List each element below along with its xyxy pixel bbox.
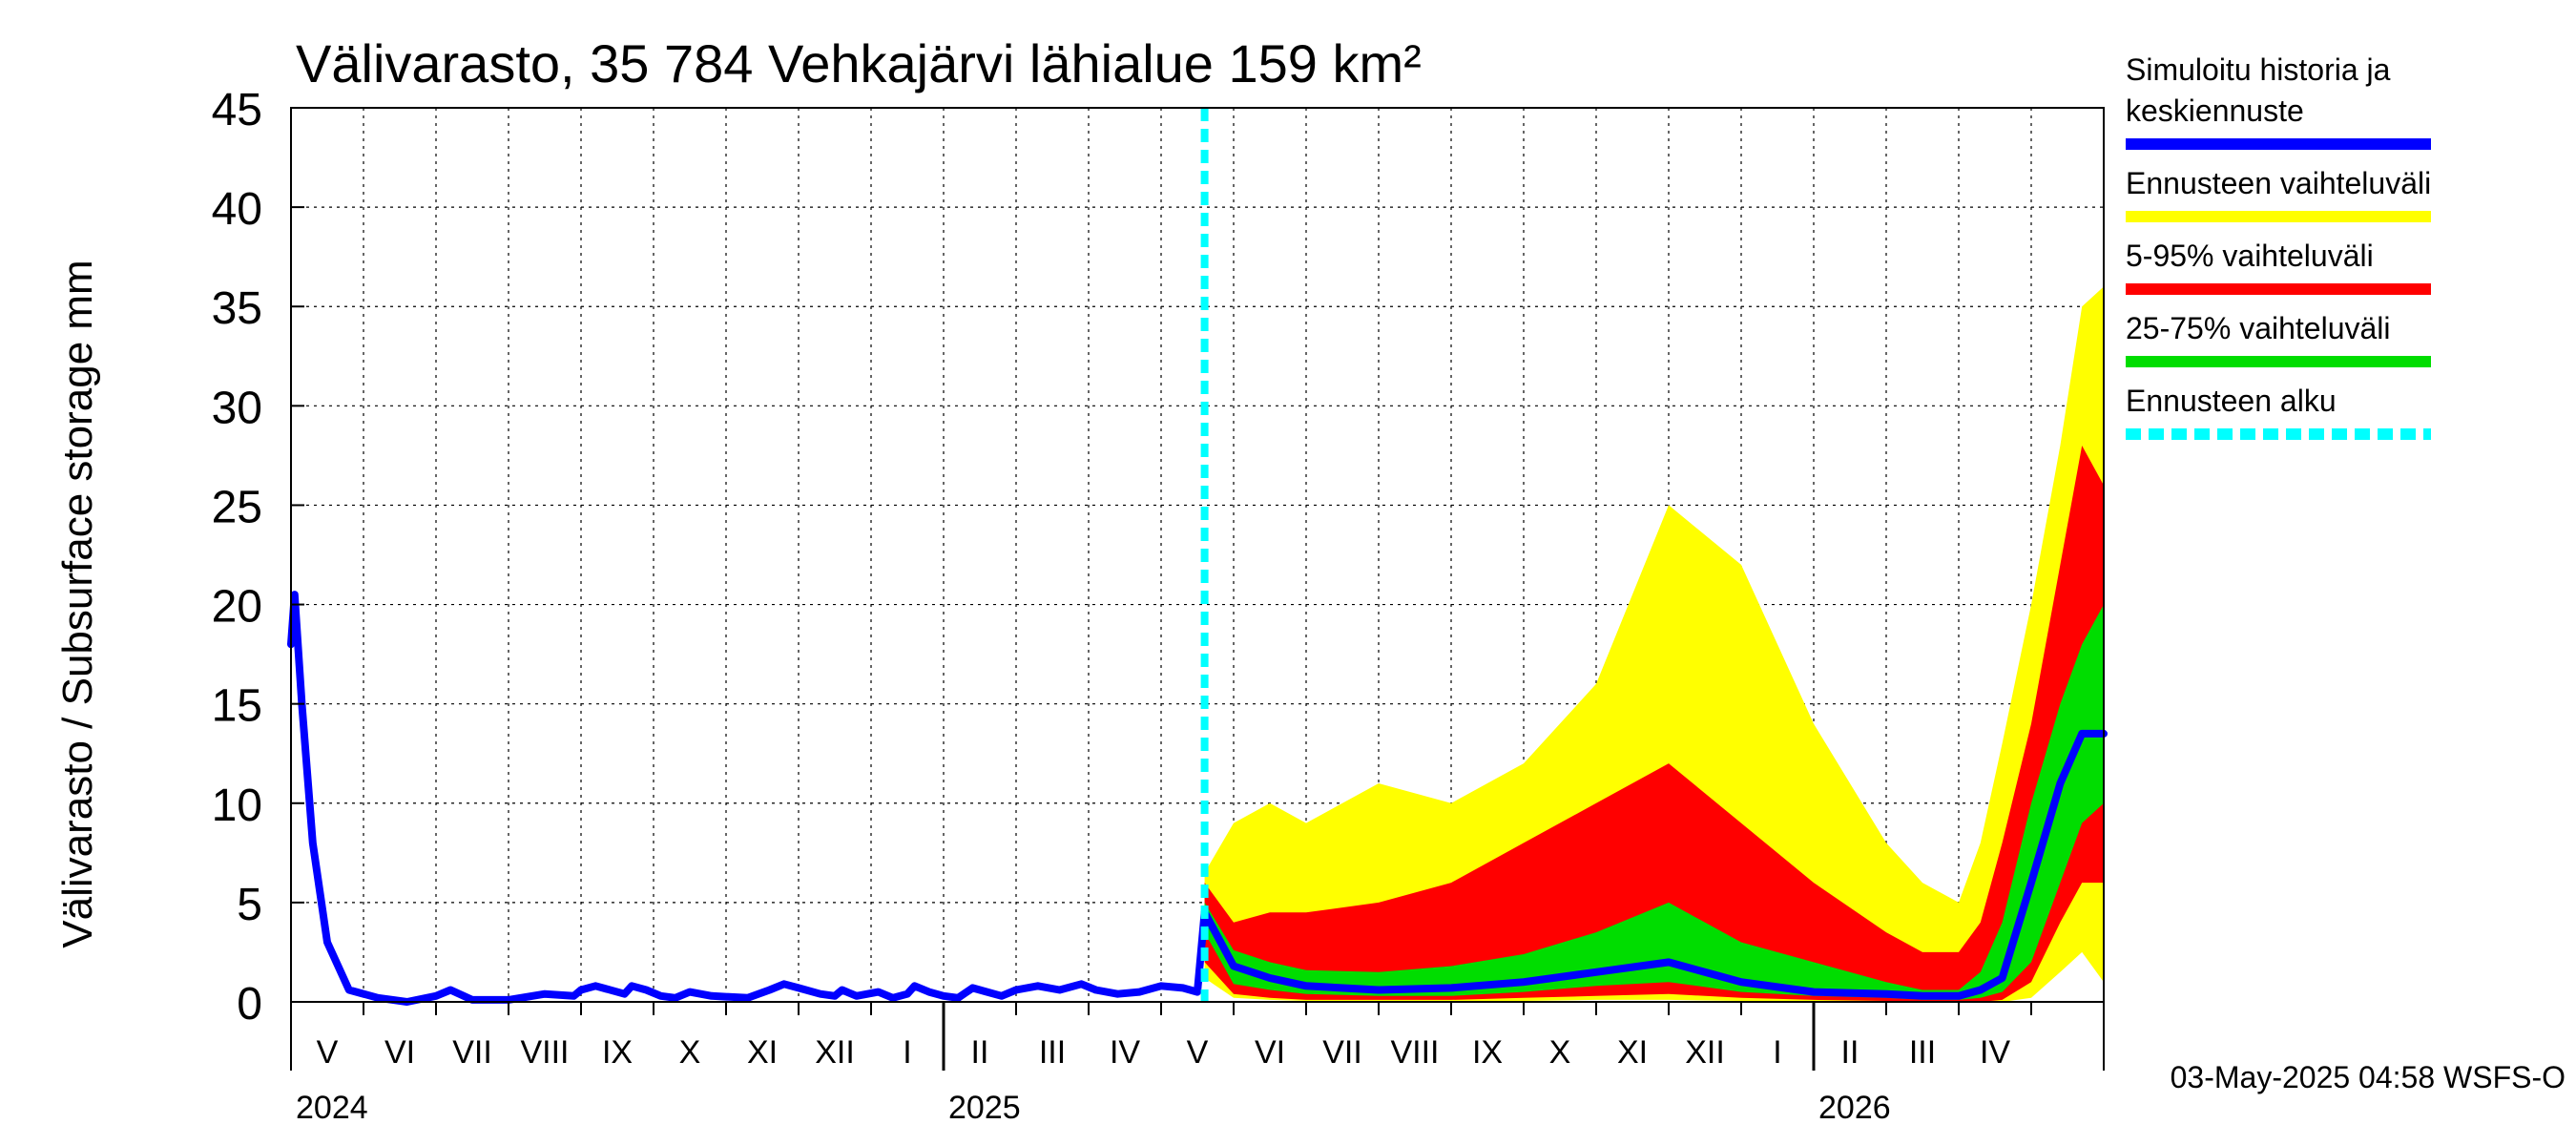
y-tick-label: 30: [212, 383, 262, 433]
legend: Simuloitu historia ja keskiennuste Ennuste…: [2126, 52, 2431, 440]
p25-75-band: [1204, 604, 2104, 1000]
range-band: [1204, 286, 2104, 1002]
history-line: [287, 591, 1209, 1006]
month-label: II: [971, 1034, 989, 1071]
month-label: IX: [1472, 1034, 1503, 1071]
legend-label-cont: keskiennuste: [2126, 94, 2304, 128]
x-ticks: V VI VII VIII IX X XI XII I II III IV V VI VII VIII IX X X…: [290, 1002, 2105, 1126]
y-tick-label: 35: [212, 283, 262, 334]
month-label: XII: [815, 1034, 855, 1071]
month-label: XII: [1685, 1034, 1725, 1071]
legend-label: Ennusteen alku: [2126, 384, 2337, 418]
y-tick-label: 15: [212, 681, 262, 732]
timestamp: 03-May-2025 04:58 WSFS-O: [2171, 1060, 2566, 1094]
month-label: III: [1909, 1034, 1936, 1071]
legend-item-range: Ennusteen vaihteluväli: [2126, 166, 2431, 222]
y-tick-label: 10: [212, 781, 262, 831]
legend-label: 5-95% vaihteluväli: [2126, 239, 2374, 273]
month-label: VIII: [1390, 1034, 1439, 1071]
y-tick-label: 5: [237, 880, 262, 930]
y-tick-label: 0: [237, 979, 262, 1030]
y-axis-label: Välivarasto / Subsurface storage mm: [54, 260, 101, 947]
month-label: IV: [1110, 1034, 1140, 1071]
month-label: IX: [602, 1034, 633, 1071]
series-lines: [287, 108, 2108, 1006]
month-label: XI: [747, 1034, 778, 1071]
month-label: X: [679, 1034, 701, 1071]
legend-label: Simuloitu historia ja: [2126, 52, 2391, 87]
month-label: I: [903, 1034, 911, 1071]
year-label: 2025: [948, 1090, 1021, 1126]
month-label: II: [1841, 1034, 1859, 1071]
legend-item-history: Simuloitu historia ja keskiennuste: [2126, 52, 2431, 150]
legend-item-forecast_start: Ennusteen alku: [2126, 384, 2431, 440]
month-label: VIII: [520, 1034, 569, 1071]
y-tick-label: 20: [212, 582, 262, 633]
month-label: IV: [1980, 1034, 2010, 1071]
legend-item-p5_95: 5-95% vaihteluväli: [2126, 239, 2431, 295]
y-tick-label: 45: [212, 85, 262, 135]
y-tick-label: 25: [212, 482, 262, 532]
month-label: III: [1039, 1034, 1066, 1071]
plot-frame: [290, 107, 2105, 1003]
chart-title: Välivarasto, 35 784 Vehkajärvi lähialue …: [296, 33, 1422, 94]
month-label: VII: [452, 1034, 492, 1071]
legend-label: Ennusteen vaihteluväli: [2126, 166, 2431, 200]
month-label: V: [1187, 1034, 1209, 1071]
y-ticks: 0 5 10 15 20 25 30 35 40 45: [212, 85, 304, 1030]
axes: [290, 107, 2105, 1003]
legend-item-p25_75: 25-75% vaihteluväli: [2126, 311, 2431, 367]
month-label: VI: [384, 1034, 415, 1071]
y-tick-label: 40: [212, 184, 262, 235]
month-label: X: [1549, 1034, 1571, 1071]
month-label: VI: [1255, 1034, 1285, 1071]
month-label: I: [1773, 1034, 1781, 1071]
legend-label: 25-75% vaihteluväli: [2126, 311, 2391, 345]
month-label: V: [317, 1034, 339, 1071]
year-label: 2026: [1818, 1090, 1891, 1126]
month-label: VII: [1322, 1034, 1362, 1071]
month-label: XI: [1617, 1034, 1648, 1071]
year-label: 2024: [296, 1090, 368, 1126]
median-forecast-line: [1200, 729, 2108, 1000]
